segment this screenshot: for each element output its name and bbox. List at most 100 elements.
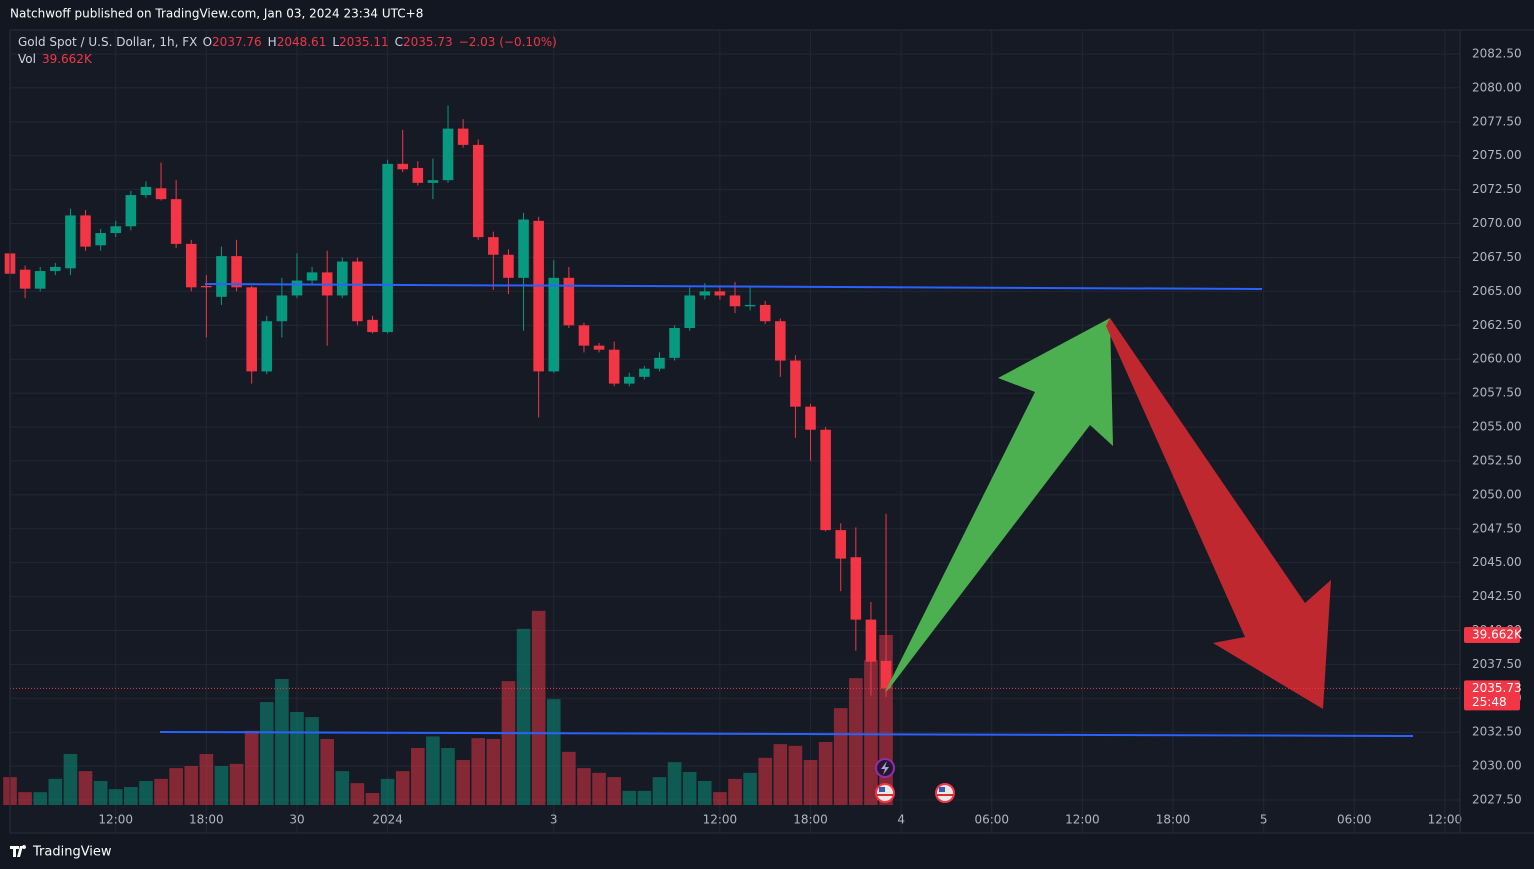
y-tick-label: 2075.00 bbox=[1472, 148, 1522, 162]
candle-body bbox=[170, 199, 182, 244]
volume-bar bbox=[758, 757, 773, 805]
y-tick-label: 2057.50 bbox=[1472, 386, 1522, 400]
volume-badge bbox=[1464, 626, 1520, 643]
x-tick-label: 12:00 bbox=[703, 813, 738, 827]
volume-bar bbox=[713, 792, 727, 805]
volume-bar bbox=[214, 765, 229, 805]
volume-bar bbox=[637, 790, 652, 805]
volume-bar bbox=[33, 792, 48, 805]
candle-body bbox=[835, 530, 847, 559]
y-tick-label: 2080.00 bbox=[1472, 80, 1522, 94]
ohlc-value: 2048.61 bbox=[277, 35, 327, 49]
y-tick-label: 2027.50 bbox=[1472, 793, 1522, 807]
event-icon[interactable] bbox=[875, 783, 895, 803]
countdown-label: 25:48 bbox=[1472, 695, 1507, 709]
candle-body bbox=[382, 163, 393, 333]
volume-bar bbox=[773, 744, 788, 805]
volume-bar bbox=[229, 763, 244, 805]
candle-body bbox=[533, 220, 544, 372]
x-tick-label: 12:00 bbox=[1065, 813, 1100, 827]
volume-bar bbox=[833, 708, 848, 805]
volume-bar bbox=[244, 730, 259, 805]
volume-bar bbox=[78, 771, 93, 805]
x-tick-label: 4 bbox=[897, 813, 905, 827]
volume-bar bbox=[411, 747, 425, 805]
candle-body bbox=[50, 266, 61, 272]
volume-bar bbox=[667, 762, 682, 805]
candle-body bbox=[185, 243, 197, 288]
ohlc-key: L bbox=[332, 35, 339, 49]
candle-body bbox=[412, 167, 424, 183]
candle-body bbox=[805, 406, 816, 430]
down-arrow bbox=[1106, 318, 1331, 709]
y-tick-label: 2032.50 bbox=[1472, 725, 1522, 739]
volume-bar bbox=[18, 792, 32, 805]
candle-body bbox=[337, 261, 348, 296]
x-tick-label: 12:00 bbox=[1428, 813, 1463, 827]
x-tick-label: 30 bbox=[289, 813, 304, 827]
volume-bar bbox=[124, 786, 138, 805]
last-price-label: 2035.73 bbox=[1472, 681, 1522, 695]
plot-area bbox=[10, 30, 1460, 833]
event-icon[interactable] bbox=[935, 783, 955, 803]
candle-body bbox=[291, 280, 303, 296]
candle-body bbox=[216, 256, 227, 297]
candle-body bbox=[850, 557, 862, 620]
candle-body bbox=[125, 195, 137, 227]
y-tick-label: 2077.50 bbox=[1472, 114, 1522, 128]
logo-mark bbox=[10, 845, 27, 857]
y-tick-label: 2037.50 bbox=[1472, 657, 1522, 671]
candle-body bbox=[352, 261, 363, 322]
volume-bar bbox=[577, 768, 591, 805]
candle-body bbox=[261, 321, 273, 372]
volume-bar bbox=[803, 759, 818, 805]
volume-bar bbox=[607, 777, 621, 805]
brand: TradingView bbox=[32, 845, 112, 860]
volume-bar bbox=[108, 789, 123, 805]
candle-body bbox=[95, 233, 106, 246]
x-tick-label: 5 bbox=[1260, 813, 1268, 827]
volume-bar bbox=[63, 753, 78, 805]
flag-canton bbox=[939, 787, 945, 792]
volume-bar bbox=[516, 628, 531, 805]
up-arrow bbox=[885, 318, 1113, 692]
volume-bar bbox=[486, 738, 501, 805]
volume-bar bbox=[305, 717, 319, 805]
y-tick-label: 2047.50 bbox=[1472, 521, 1522, 535]
change: −2.03 (−0.10%) bbox=[459, 35, 557, 49]
volume-bar bbox=[592, 772, 606, 805]
volume-bar bbox=[154, 778, 168, 805]
volume-bar bbox=[546, 699, 561, 805]
volume-bar bbox=[456, 759, 470, 805]
y-tick-label: 2060.00 bbox=[1472, 352, 1522, 366]
candle-body bbox=[563, 277, 575, 326]
candle-body bbox=[865, 619, 877, 662]
candle-body bbox=[639, 368, 650, 377]
symbol: Gold Spot / U.S. Dollar, 1h, FX bbox=[18, 35, 197, 49]
candle-body bbox=[246, 287, 257, 372]
volume-bar bbox=[562, 751, 576, 805]
candle-body bbox=[820, 429, 831, 531]
candle-body bbox=[276, 295, 288, 322]
y-tick-label: 2070.00 bbox=[1472, 216, 1522, 230]
candle-body bbox=[729, 295, 741, 307]
candle-body bbox=[775, 321, 786, 361]
y-tick-label: 2072.50 bbox=[1472, 182, 1522, 196]
volume-axis-label: 39.662K bbox=[1472, 627, 1523, 641]
volume-bar bbox=[350, 783, 365, 805]
candle-body bbox=[140, 186, 152, 196]
volume-bar bbox=[849, 678, 863, 805]
y-tick-label: 2062.50 bbox=[1472, 318, 1522, 332]
x-tick-label: 18:00 bbox=[793, 813, 828, 827]
y-tick-label: 2067.50 bbox=[1472, 250, 1522, 264]
volume-bar bbox=[697, 780, 712, 805]
y-tick-label: 2050.00 bbox=[1472, 487, 1522, 501]
candle-body bbox=[155, 188, 167, 200]
candle-body bbox=[593, 345, 605, 350]
volume-bar bbox=[501, 681, 516, 805]
y-tick-label: 2065.00 bbox=[1472, 284, 1522, 298]
candle-body bbox=[578, 325, 590, 346]
candle-body bbox=[699, 291, 711, 296]
candle-body bbox=[457, 128, 469, 145]
